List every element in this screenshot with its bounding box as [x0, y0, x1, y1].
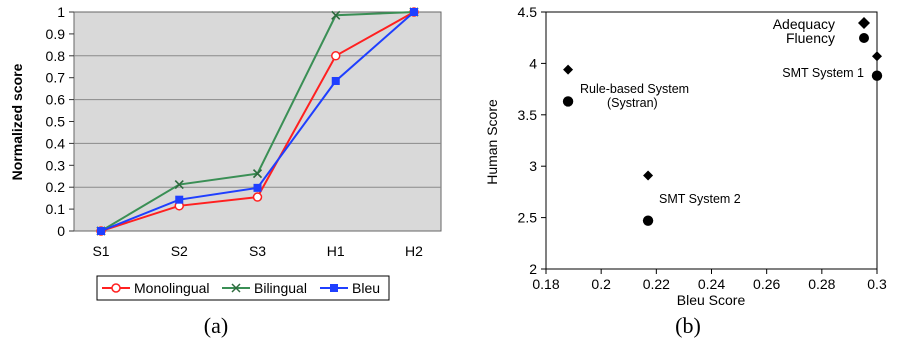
diamond-marker-icon [858, 17, 870, 29]
y-tick-label: 4 [529, 55, 537, 71]
x-marker-icon [231, 283, 241, 293]
x-tick-label: 0.2 [591, 276, 611, 292]
annotation-systran: (Systran) [607, 96, 658, 110]
x-tick-label: 0.26 [753, 276, 780, 292]
y-tick-labels: 0 0.1 0.2 0.3 0.4 0.5 0.6 0.7 0.8 0.9 1 [46, 4, 66, 239]
x-tick-label: 0.28 [808, 276, 835, 292]
y-tick-label: 0.2 [46, 179, 66, 195]
data-point-fluency [642, 215, 654, 226]
scatter-chart: 22.533.544.5 0.18 0.2 0.22 0.24 0.26 0.28 0.3 … [484, 4, 887, 338]
figure-caption-b: (b) [675, 313, 701, 338]
annotation-rule-based-system: Rule-based System [580, 82, 689, 96]
x-tick-label: H2 [405, 243, 423, 259]
scatter-points [562, 51, 883, 226]
y-tick-label: 0.6 [46, 92, 66, 108]
y-tick-labels: 2 2.5 3 3.5 4 4.5 [518, 4, 538, 277]
square-marker-icon [330, 284, 338, 292]
y-tick-label: 2.5 [518, 210, 538, 226]
x-tick-label: H1 [327, 243, 345, 259]
data-point [174, 180, 184, 190]
data-point [175, 195, 184, 204]
axis-ticks [541, 11, 878, 274]
y-axis-label: Normalized score [9, 63, 25, 180]
legend-label: Bilingual [254, 280, 307, 296]
x-tick-label: 0.24 [698, 276, 725, 292]
plot-area [545, 11, 878, 270]
legend: Monolingual Bilingual Bleu [96, 275, 390, 301]
data-point [252, 192, 263, 202]
y-tick-label: 1 [57, 4, 65, 20]
legend-label-fluency: Fluency [786, 30, 835, 46]
legend-entry-bleu: Bleu [320, 280, 380, 296]
y-tick-label: 0.4 [46, 135, 66, 151]
line-chart: 0 0.1 0.2 0.3 0.4 0.5 0.6 0.7 0.8 0.9 1 S1 S2 S3 H1 H2… [9, 4, 442, 338]
open-circle-marker-icon [111, 283, 121, 293]
x-tick-label: S1 [92, 243, 109, 259]
y-tick-label: 0.7 [46, 70, 66, 86]
data-point [410, 8, 418, 16]
x-tick-label: 0.22 [643, 276, 670, 292]
y-tick-label: 0.3 [46, 157, 66, 173]
legend: Adequacy Fluency [773, 16, 870, 46]
figure-caption-a: (a) [204, 313, 228, 338]
data-point [331, 51, 341, 61]
x-tick-label: 0.18 [532, 276, 559, 292]
y-tick-label: 0.9 [46, 26, 66, 42]
annotation-smt-system-2: SMT System 2 [659, 192, 741, 206]
gridlines [69, 11, 441, 232]
x-tick-label: 0.3 [867, 276, 887, 292]
data-point-adequacy [563, 64, 574, 75]
series-lines [96, 7, 419, 236]
data-point [252, 169, 263, 179]
legend-label: Bleu [352, 280, 380, 296]
legend-entry-monolingual: Monolingual [102, 280, 210, 296]
x-tick-labels: S1 S2 S3 H1 H2 [92, 243, 423, 259]
legend-label: Monolingual [134, 280, 210, 296]
data-point [253, 183, 262, 192]
x-tick-labels: 0.18 0.2 0.22 0.24 0.26 0.28 0.3 [532, 276, 887, 292]
y-tick-label: 0.8 [46, 48, 66, 64]
y-tick-label: 4.5 [518, 4, 538, 20]
y-tick-label: 3.5 [518, 107, 538, 123]
data-point [331, 76, 340, 85]
data-point-adequacy [643, 170, 654, 181]
y-tick-label: 0 [57, 223, 65, 239]
x-tick-label: S3 [249, 243, 266, 259]
data-point-fluency [562, 96, 574, 107]
y-tick-label: 0.1 [46, 201, 66, 217]
series-bleu [97, 8, 418, 235]
x-axis-label: Bleu Score [677, 292, 746, 308]
y-tick-label: 2 [529, 261, 537, 277]
circle-marker-icon [859, 33, 869, 43]
legend-entry-bilingual: Bilingual [222, 280, 307, 296]
data-point-fluency [871, 70, 883, 81]
data-point-adequacy [872, 51, 882, 62]
y-tick-label: 0.5 [46, 114, 66, 130]
annotation-smt-system-1: SMT System 1 [782, 66, 864, 80]
y-tick-label: 3 [529, 158, 537, 174]
data-point [331, 10, 341, 20]
data-point [97, 227, 105, 235]
legend-label-adequacy: Adequacy [773, 16, 835, 32]
x-tick-label: S2 [171, 243, 188, 259]
y-axis-label: Human Score [484, 99, 500, 185]
